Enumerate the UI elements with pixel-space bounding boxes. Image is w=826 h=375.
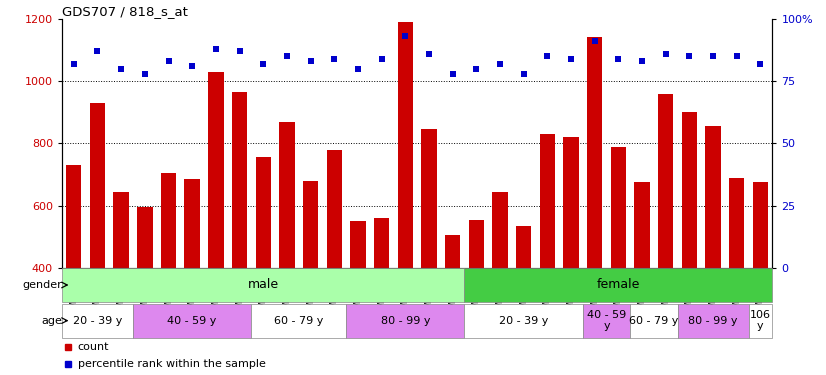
Bar [752,182,768,375]
Bar [516,226,531,375]
Bar [658,94,673,375]
Bar [279,122,295,375]
Point [115,66,128,72]
Bar [587,38,602,375]
Bar [630,304,677,338]
Text: gender: gender [22,280,62,290]
Point [683,53,696,59]
Point [280,53,293,59]
Point [233,48,246,54]
Text: age: age [41,316,62,326]
Bar [681,112,697,375]
Point [209,46,222,52]
Bar [326,150,342,375]
Point [186,63,199,69]
Point [564,56,577,62]
Text: 40 - 59 y: 40 - 59 y [168,316,217,326]
Point [612,56,625,62]
Bar [634,182,650,375]
Point [659,51,672,57]
Point [446,70,459,76]
Bar [346,304,464,338]
Bar [492,192,508,375]
Bar [137,207,153,375]
Bar [255,158,271,375]
Bar [464,304,583,338]
Bar [251,304,346,338]
Text: percentile rank within the sample: percentile rank within the sample [78,359,265,369]
Bar [729,178,744,375]
Bar [62,304,133,338]
Point [635,58,648,64]
Point [730,53,743,59]
Text: 60 - 79 y: 60 - 79 y [629,316,679,326]
Text: 80 - 99 y: 80 - 99 y [381,316,430,326]
Bar [748,304,772,338]
Bar [445,236,460,375]
Point [754,61,767,67]
Point [493,61,506,67]
Point [470,66,483,72]
Bar [610,147,626,375]
Bar [303,181,318,375]
Bar [421,129,437,375]
Text: male: male [248,279,279,291]
Text: female: female [596,279,640,291]
Point [257,61,270,67]
Bar [66,165,82,375]
Point [588,38,601,44]
Bar [677,304,748,338]
Bar [184,179,200,375]
Bar [563,137,579,375]
Text: 60 - 79 y: 60 - 79 y [274,316,324,326]
Text: 40 - 59
y: 40 - 59 y [587,310,626,332]
Point [541,53,554,59]
Point [375,56,388,62]
Text: 20 - 39 y: 20 - 39 y [499,316,548,326]
Text: count: count [78,342,109,352]
Bar [397,22,413,375]
Point [422,51,435,57]
Bar [208,72,224,375]
Point [351,66,364,72]
Bar [113,192,129,375]
Bar [133,304,251,338]
Bar [468,220,484,375]
Point [162,58,175,64]
Bar [374,218,389,375]
Point [91,48,104,54]
Bar [583,304,630,338]
Bar [62,268,464,302]
Bar [90,103,105,375]
Point [517,70,530,76]
Text: 20 - 39 y: 20 - 39 y [73,316,122,326]
Point [304,58,317,64]
Point [67,61,80,67]
Bar [539,134,555,375]
Bar [232,92,247,375]
Point [399,33,412,39]
Bar [350,221,366,375]
Point [706,53,719,59]
Bar [464,268,772,302]
Bar [161,173,176,375]
Text: 106
y: 106 y [750,310,771,332]
Bar [705,126,721,375]
Point [138,70,151,76]
Point [328,56,341,62]
Text: 80 - 99 y: 80 - 99 y [688,316,738,326]
Text: GDS707 / 818_s_at: GDS707 / 818_s_at [62,4,188,18]
